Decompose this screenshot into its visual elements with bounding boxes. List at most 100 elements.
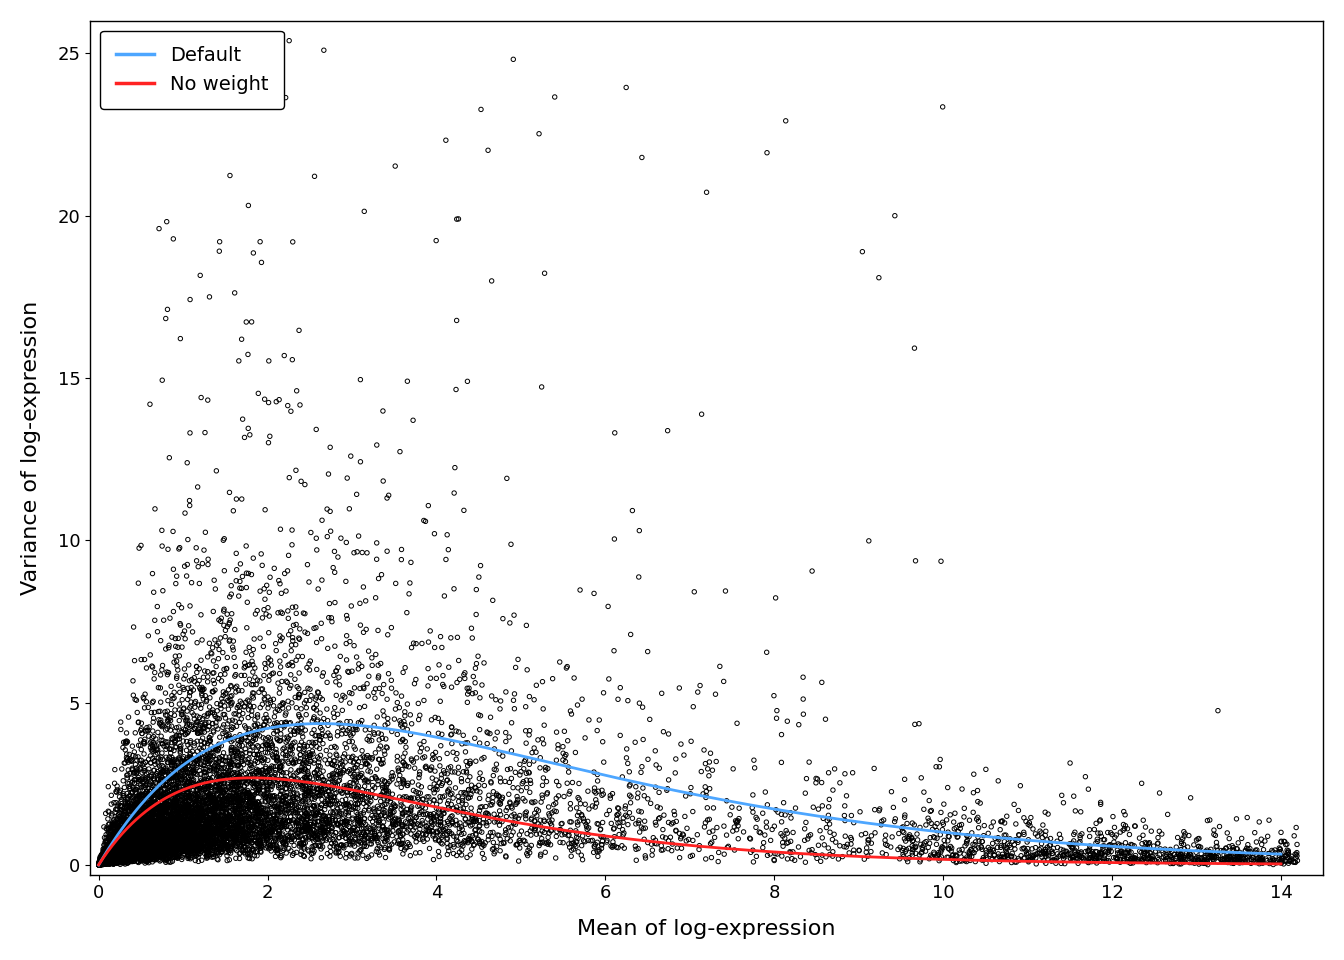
Point: [1172, 848, 1193, 863]
Point: [398, 810, 419, 826]
Point: [138, 719, 160, 734]
Point: [180, 821, 202, 836]
Point: [184, 828, 206, 844]
Point: [148, 793, 169, 808]
Point: [146, 599, 168, 614]
Point: [148, 839, 169, 854]
Point: [257, 719, 278, 734]
Point: [112, 849, 133, 864]
Point: [109, 835, 130, 851]
Point: [112, 818, 133, 833]
Point: [181, 834, 203, 850]
Point: [546, 824, 567, 839]
Point: [118, 848, 140, 863]
Point: [116, 814, 137, 829]
Point: [179, 844, 200, 859]
Point: [198, 796, 219, 811]
Point: [259, 775, 281, 790]
Point: [164, 787, 185, 803]
Point: [456, 763, 477, 779]
Point: [203, 835, 224, 851]
Point: [97, 852, 118, 868]
Point: [430, 767, 452, 782]
Point: [949, 846, 970, 861]
Point: [91, 848, 113, 863]
Point: [469, 819, 491, 834]
Point: [204, 837, 226, 852]
Point: [504, 701, 526, 716]
Point: [94, 854, 116, 870]
Point: [177, 842, 199, 857]
Point: [374, 774, 395, 789]
Point: [128, 837, 149, 852]
Point: [112, 830, 133, 846]
Point: [246, 797, 267, 812]
Point: [122, 839, 144, 854]
Point: [313, 772, 335, 787]
Point: [137, 837, 159, 852]
Point: [187, 830, 208, 846]
Point: [98, 849, 120, 864]
Point: [156, 763, 177, 779]
Point: [102, 849, 124, 864]
Point: [97, 846, 118, 861]
Point: [926, 830, 948, 846]
Point: [114, 825, 136, 840]
Point: [1094, 851, 1116, 866]
Point: [438, 793, 460, 808]
Point: [112, 849, 133, 864]
Point: [239, 793, 261, 808]
Point: [91, 855, 113, 871]
Point: [141, 851, 163, 866]
Point: [1206, 839, 1227, 854]
Point: [129, 847, 151, 862]
Point: [177, 765, 199, 780]
Point: [148, 837, 169, 852]
Point: [263, 726, 285, 741]
Point: [181, 825, 203, 840]
Point: [172, 819, 194, 834]
Point: [106, 799, 128, 814]
Point: [794, 832, 816, 848]
Point: [138, 833, 160, 849]
Point: [180, 800, 202, 815]
Point: [1262, 844, 1284, 859]
Point: [413, 833, 434, 849]
Point: [196, 809, 218, 825]
Point: [118, 848, 140, 863]
Point: [1168, 843, 1189, 858]
Point: [246, 743, 267, 758]
Point: [179, 850, 200, 865]
Point: [105, 835, 126, 851]
Point: [103, 832, 125, 848]
Point: [116, 852, 137, 867]
Point: [177, 796, 199, 811]
Point: [148, 831, 169, 847]
Point: [249, 832, 270, 848]
Point: [99, 851, 121, 866]
Point: [181, 797, 203, 812]
Point: [320, 804, 341, 820]
Point: [164, 819, 185, 834]
Point: [382, 724, 403, 739]
Point: [582, 799, 603, 814]
Point: [97, 849, 118, 864]
Point: [246, 811, 267, 827]
Point: [1160, 842, 1181, 857]
Point: [296, 810, 317, 826]
Point: [148, 799, 169, 814]
Point: [422, 747, 444, 762]
Point: [93, 853, 114, 869]
Point: [657, 781, 679, 797]
Point: [267, 816, 289, 831]
Point: [183, 683, 204, 698]
Point: [1068, 849, 1090, 864]
Point: [187, 635, 208, 650]
Point: [185, 790, 207, 805]
Point: [198, 804, 219, 819]
Point: [184, 823, 206, 838]
Point: [94, 855, 116, 871]
Point: [298, 829, 320, 845]
Point: [89, 856, 110, 872]
Point: [165, 791, 187, 806]
